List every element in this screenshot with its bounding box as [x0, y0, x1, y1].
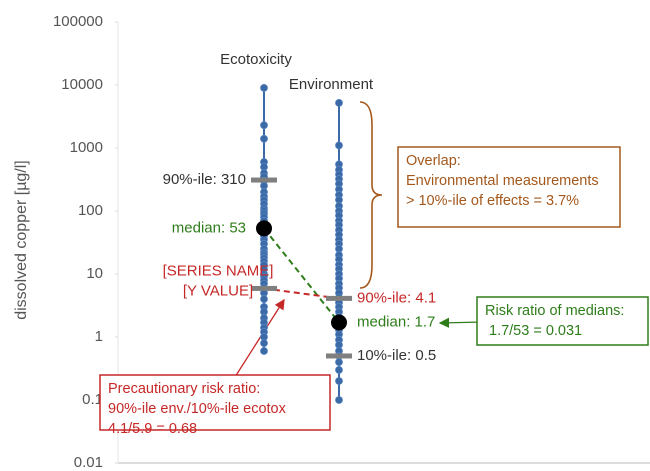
median-connector	[263, 227, 340, 324]
percentile-label: median: 53	[172, 219, 246, 236]
y-tick-label: 100	[78, 202, 103, 219]
annotation-text: Overlap:	[406, 153, 461, 169]
median-marker	[256, 220, 272, 237]
series-label: Ecotoxicity	[220, 51, 292, 68]
y-axis-title: dissolved copper [µg/l]	[13, 160, 30, 320]
arrow	[438, 317, 484, 328]
annotation-box	[397, 146, 621, 228]
percentile-marker	[251, 285, 277, 291]
annotation-text: Precautionary risk ratio:	[108, 381, 260, 397]
annotation-text: Risk ratio of medians:	[485, 303, 624, 319]
percentile-marker	[326, 295, 352, 301]
annotation-text: 1.7/53 = 0.031	[489, 323, 582, 339]
percentile-marker	[251, 177, 277, 183]
percentile-marker	[326, 353, 352, 359]
y-tick-label: 10	[86, 265, 103, 282]
data-point	[260, 134, 268, 143]
data-point	[260, 121, 268, 130]
arrow	[234, 298, 285, 378]
data-point	[335, 141, 343, 150]
percentile-label: 90%-ile: 4.1	[357, 289, 436, 306]
data-point	[260, 83, 268, 92]
percentile-label: 10%-ile: 0.5	[357, 347, 436, 364]
annotation-box	[476, 296, 649, 346]
percentile-label: 90%-ile: 310	[163, 171, 246, 188]
y-tick-label: 100000	[53, 13, 103, 30]
data-point	[260, 339, 268, 348]
data-point	[335, 366, 343, 374]
overlap-bracket	[359, 101, 383, 289]
percentile-label: [Y VALUE]	[183, 282, 253, 299]
percentile-label: median: 1.7	[357, 313, 435, 330]
annotation-text: 90%-ile env./10%-ile ecotox	[108, 401, 287, 417]
y-tick-label: 1	[95, 328, 103, 345]
y-tick-label: 1000	[70, 139, 103, 156]
data-point	[335, 396, 343, 404]
data-point	[335, 98, 343, 107]
y-tick-label: 0.1	[82, 391, 103, 408]
median-marker	[331, 314, 347, 331]
annotation-box	[99, 374, 331, 431]
data-point	[260, 295, 268, 303]
annotation-text: > 10%-ile of effects = 3.7%	[406, 193, 579, 209]
percentile-label: [SERIES NAME]	[163, 262, 274, 279]
data-point	[260, 347, 268, 355]
annotation-text: Environmental measurements	[406, 173, 599, 189]
data-point	[335, 358, 343, 366]
data-point	[335, 377, 343, 385]
y-tick-label: 0.01	[74, 454, 103, 471]
series-label: Environment	[289, 76, 374, 93]
y-tick-label: 10000	[61, 76, 103, 93]
annotation-text: 4.1/5.9 = 0.68	[108, 421, 197, 437]
